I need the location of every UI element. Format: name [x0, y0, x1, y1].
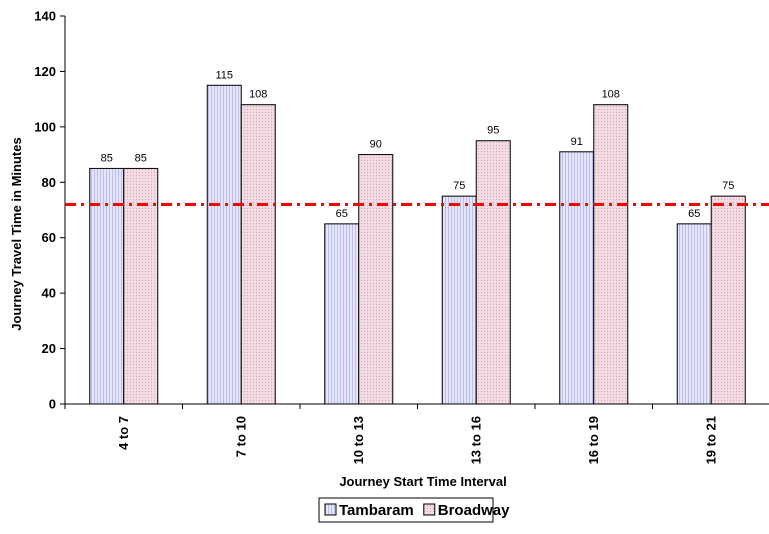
bar-broadway — [240, 104, 276, 405]
bar-broadway — [710, 195, 746, 405]
data-label: 108 — [249, 89, 267, 101]
data-label: 85 — [135, 152, 147, 164]
x-category-label: 19 to 21 — [703, 416, 718, 464]
bar-broadway — [593, 104, 629, 405]
data-label: 90 — [370, 139, 382, 151]
y-axis: 0 20 40 60 80 100 120 140 — [34, 9, 66, 412]
y-tick-label: 40 — [42, 286, 56, 301]
x-category-label: 4 to 7 — [116, 416, 131, 450]
data-label: 91 — [571, 136, 583, 148]
data-label: 65 — [688, 208, 700, 220]
legend-label-tambaram: Tambaram — [339, 502, 414, 519]
data-label: 85 — [101, 152, 113, 164]
bar-tambaram — [89, 167, 125, 405]
y-axis-title: Journey Travel Time in Minutes — [9, 137, 24, 330]
data-label: 108 — [602, 89, 620, 101]
bar-tambaram — [441, 195, 477, 405]
bar-broadway — [475, 140, 511, 405]
bars — [89, 84, 746, 405]
bar-tambaram — [676, 223, 712, 405]
y-tick-label: 140 — [34, 9, 56, 24]
bar-broadway — [123, 167, 159, 405]
y-tick-label: 60 — [42, 230, 56, 245]
data-label: 65 — [336, 208, 348, 220]
legend-box — [318, 497, 494, 523]
legend: Tambaram Broadway — [318, 497, 510, 523]
x-axis: 4 to 7 7 to 10 10 to 13 13 to 16 16 to 19 19 … — [64, 403, 769, 464]
data-label: 115 — [215, 69, 233, 81]
x-category-label: 7 to 10 — [233, 416, 248, 457]
y-tick-label: 20 — [42, 341, 56, 356]
y-tick-label: 80 — [42, 175, 56, 190]
x-category-label: 13 to 16 — [468, 416, 483, 464]
data-label: 75 — [453, 180, 465, 192]
y-tick-label: 100 — [34, 119, 56, 134]
x-category-label: 16 to 19 — [586, 416, 601, 464]
y-tick-label: 120 — [34, 64, 56, 79]
x-category-label: 10 to 13 — [351, 416, 366, 464]
legend-label-broadway: Broadway — [438, 502, 510, 519]
bar-tambaram — [559, 151, 595, 405]
legend-swatch-broadway — [423, 503, 436, 516]
y-tick-label: 0 — [49, 397, 56, 412]
x-axis-title: Journey Start Time Interval — [339, 474, 506, 489]
data-labels: 85 85 115 108 65 90 75 95 91 108 65 75 — [101, 69, 735, 220]
data-label: 95 — [487, 125, 499, 137]
data-label: 75 — [722, 180, 734, 192]
bar-tambaram — [324, 223, 360, 405]
bar-tambaram — [206, 84, 242, 405]
legend-swatch-tambaram — [324, 503, 337, 516]
bar-broadway — [358, 154, 394, 405]
